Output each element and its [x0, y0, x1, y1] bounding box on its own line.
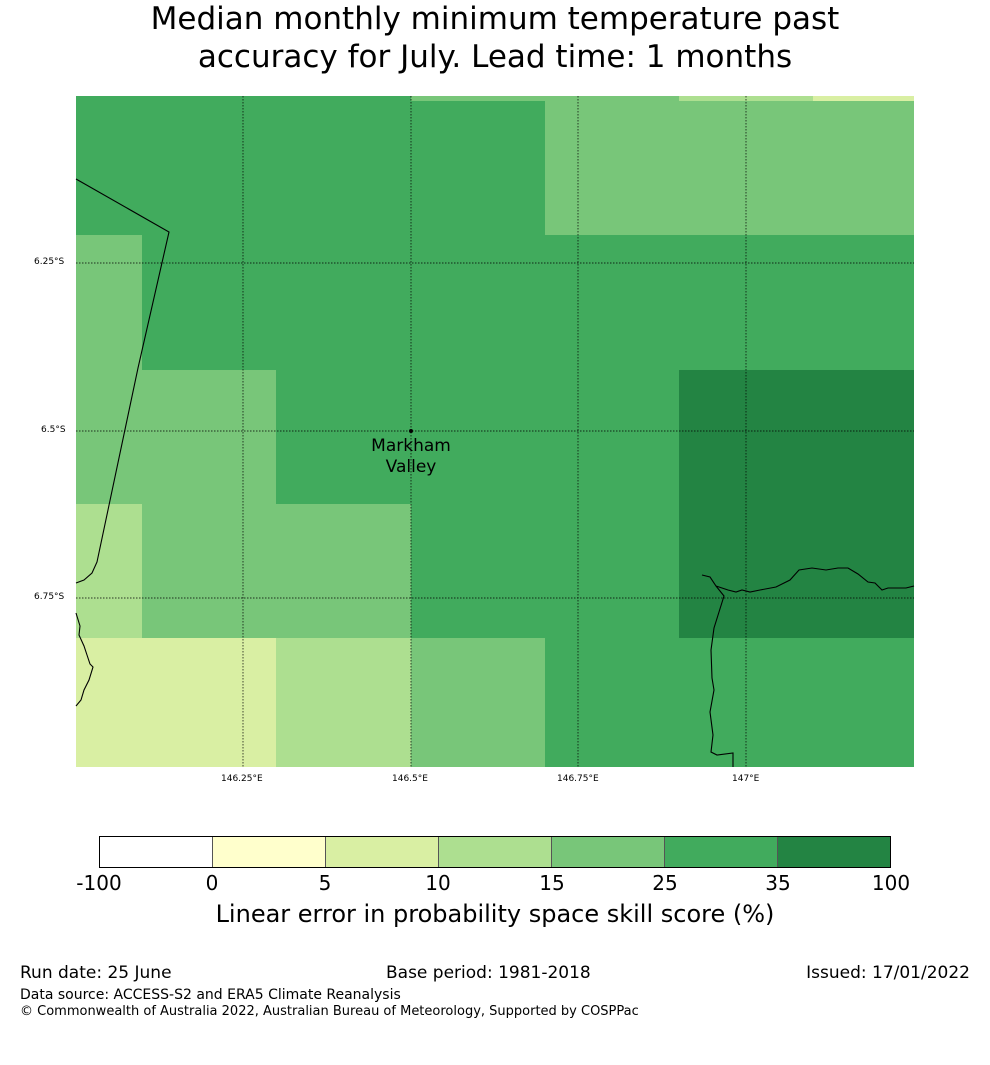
chart-title: Median monthly minimum temperature past … [0, 0, 990, 76]
place-name-line-1: Markham [371, 436, 451, 456]
title-line-1: Median monthly minimum temperature past [150, 1, 840, 37]
grid-cell [76, 370, 276, 504]
grid-cell [679, 370, 914, 638]
place-label: Markham Valley [371, 436, 451, 478]
colorbar-tick: 10 [425, 871, 451, 895]
title-line-2: accuracy for July. Lead time: 1 months [197, 39, 793, 75]
issued-date: Issued: 17/01/2022 [806, 963, 970, 983]
colorbar-segment [100, 837, 213, 867]
grid-cell [76, 504, 142, 638]
grid-cell [679, 96, 813, 101]
lat-label: 6.25°S [34, 257, 65, 267]
lon-label: 147°E [732, 774, 760, 784]
lon-label: 146.25°E [221, 774, 263, 784]
skill-map [75, 96, 915, 767]
province-border [75, 178, 170, 584]
run-date: Run date: 25 June [20, 963, 172, 983]
colorbar-label: Linear error in probability space skill … [215, 900, 775, 928]
graticule [76, 96, 914, 767]
place-name-line-2: Valley [385, 457, 437, 477]
colorbar-tick: -100 [76, 871, 122, 895]
boundaries [75, 178, 915, 767]
colorbar-tick: 35 [765, 871, 791, 895]
colorbar-segment [552, 837, 665, 867]
colorbar [99, 836, 891, 868]
lon-label: 146.75°E [557, 774, 599, 784]
grid-cell [411, 96, 679, 101]
grid-cell [545, 101, 914, 235]
colorbar-segment [665, 837, 778, 867]
lat-label: 6.75°S [34, 592, 65, 602]
colorbar-tick: 15 [539, 871, 565, 895]
colorbar-segment [326, 837, 439, 867]
colorbar-segment [213, 837, 326, 867]
data-source: Data source: ACCESS-S2 and ERA5 Climate … [20, 987, 401, 1003]
location-marker [409, 429, 413, 433]
colorbar-segment [778, 837, 890, 867]
lon-label: 146.5°E [392, 774, 428, 784]
grid-cell [76, 235, 142, 370]
copyright: © Commonwealth of Australia 2022, Austra… [20, 1004, 639, 1019]
colorbar-tick: 100 [871, 871, 911, 895]
coastline-east [701, 574, 734, 767]
grid-cell [142, 504, 411, 638]
coastline-west [75, 612, 94, 707]
grid-cell [276, 638, 411, 767]
colorbar-segment [439, 837, 552, 867]
grid-cell [411, 638, 545, 767]
colorbar-tick: 5 [318, 871, 332, 895]
map-cells [76, 96, 914, 767]
coastline-gulf [715, 567, 915, 593]
grid-cell [76, 638, 276, 767]
colorbar-tick: 0 [205, 871, 219, 895]
colorbar-tick: 25 [652, 871, 678, 895]
grid-cell [813, 96, 914, 101]
base-period: Base period: 1981-2018 [386, 963, 591, 983]
lat-label: 6.5°S [41, 425, 66, 435]
